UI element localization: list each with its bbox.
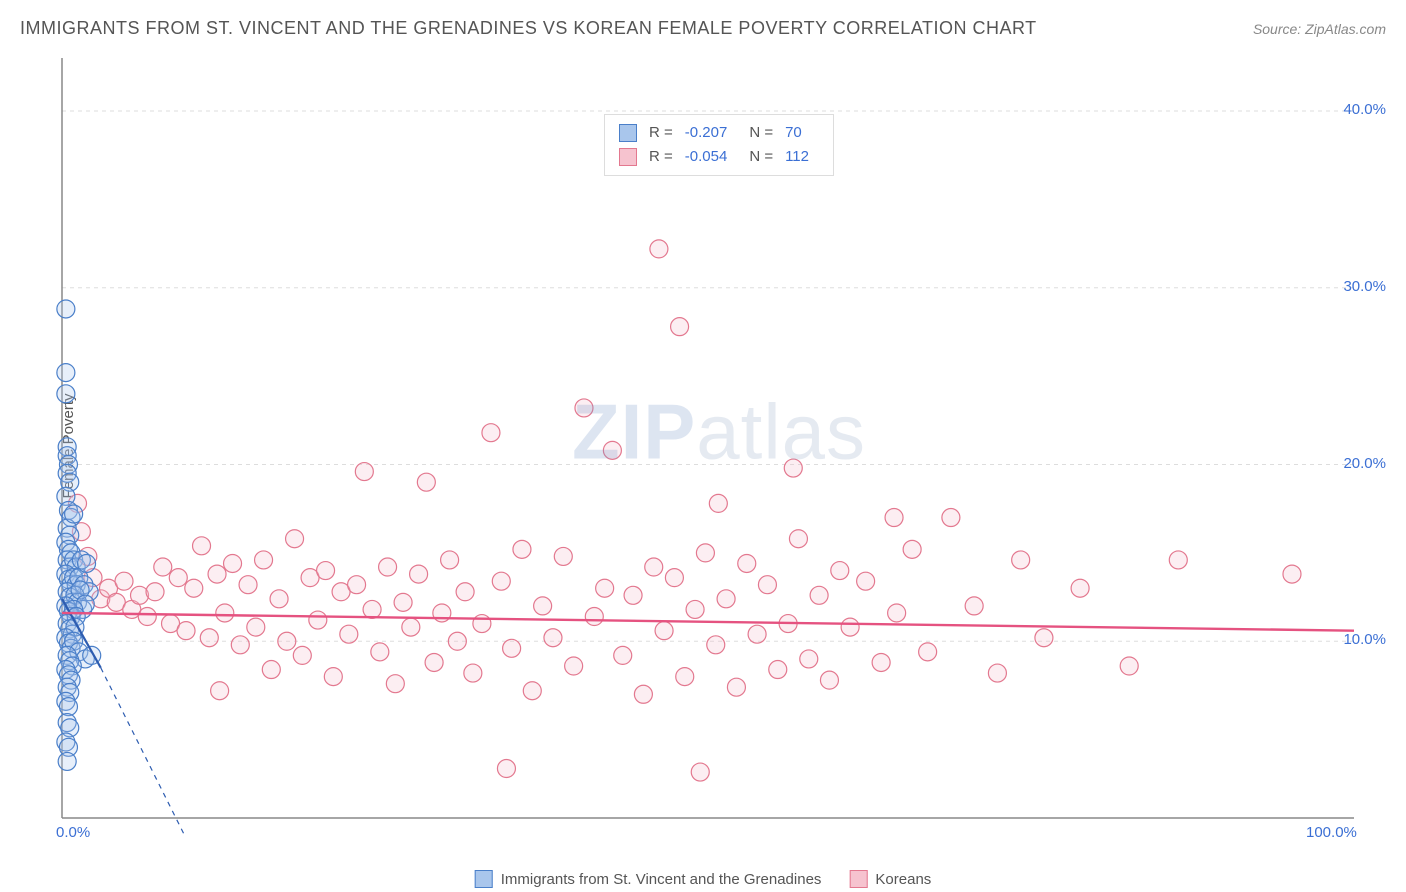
y-tick-label: 20.0% xyxy=(1343,455,1386,472)
legend-swatch-series1 xyxy=(619,124,637,142)
r-label-2: R = xyxy=(649,145,673,169)
n-value-2: 112 xyxy=(785,145,809,169)
source-attribution: Source: ZipAtlas.com xyxy=(1253,21,1386,37)
legend-swatch-bottom-1 xyxy=(475,870,493,888)
y-tick-label: 30.0% xyxy=(1343,278,1386,295)
x-tick-label: 100.0% xyxy=(1306,824,1357,841)
legend-item-series2: Koreans xyxy=(849,870,931,888)
series-legend: Immigrants from St. Vincent and the Gren… xyxy=(475,870,932,888)
legend-row-series1: R = -0.207 N = 70 xyxy=(619,121,819,145)
chart-title: IMMIGRANTS FROM ST. VINCENT AND THE GREN… xyxy=(20,18,1037,39)
legend-swatch-bottom-2 xyxy=(849,870,867,888)
n-label-2: N = xyxy=(749,145,773,169)
n-value-1: 70 xyxy=(785,121,802,145)
x-tick-label: 0.0% xyxy=(56,824,90,841)
legend-row-series2: R = -0.054 N = 112 xyxy=(619,145,819,169)
legend-swatch-series2 xyxy=(619,148,637,166)
source-value: ZipAtlas.com xyxy=(1305,21,1386,37)
y-tick-label: 40.0% xyxy=(1343,101,1386,118)
legend-item-series1: Immigrants from St. Vincent and the Gren… xyxy=(475,870,822,888)
source-label: Source: xyxy=(1253,21,1301,37)
legend-label-2: Koreans xyxy=(875,871,931,888)
r-label-1: R = xyxy=(649,121,673,145)
legend-label-1: Immigrants from St. Vincent and the Gren… xyxy=(501,871,822,888)
chart-area: ZIPatlas R = -0.207 N = 70 R = -0.054 N … xyxy=(54,58,1384,838)
chart-header: IMMIGRANTS FROM ST. VINCENT AND THE GREN… xyxy=(20,18,1386,39)
r-value-1: -0.207 xyxy=(685,121,728,145)
n-label-1: N = xyxy=(749,121,773,145)
r-value-2: -0.054 xyxy=(685,145,728,169)
correlation-legend: R = -0.207 N = 70 R = -0.054 N = 112 xyxy=(604,114,834,176)
y-tick-label: 10.0% xyxy=(1343,631,1386,648)
